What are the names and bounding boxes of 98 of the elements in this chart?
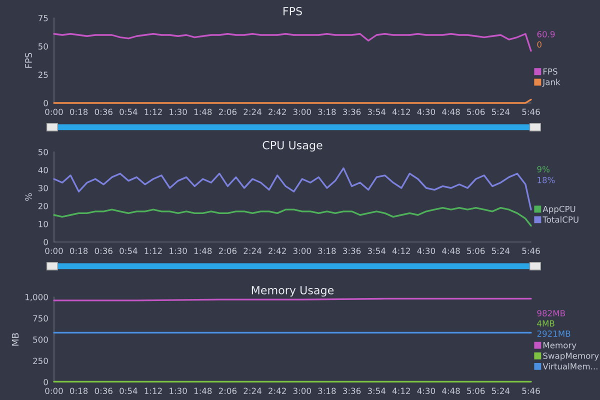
x-tick-label: 3:36 — [343, 248, 361, 254]
line-series — [53, 206, 532, 227]
x-tick-label: 5:06 — [467, 388, 485, 394]
text: 18% — [538, 176, 555, 184]
x-tick-label: 4:12 — [392, 108, 410, 115]
x-tick-label: 4:48 — [442, 248, 460, 254]
x-tick-label: 4:30 — [417, 248, 436, 254]
legend-label: SwapMemory — [543, 352, 599, 361]
y-tick-label: 0 — [44, 100, 48, 106]
x-tick-label: 5:24 — [492, 248, 510, 254]
x-tick-label: 1:30 — [170, 248, 187, 254]
legend-label: AppCPU — [542, 206, 576, 214]
x-tick-label: 5:46 — [522, 248, 540, 254]
x-tick-label: 3:54 — [368, 388, 386, 394]
y-tick-label: 20 — [38, 202, 48, 210]
y-tick-label: 50 — [38, 148, 48, 156]
text: 9% — [537, 166, 550, 172]
y-tick-label: 25 — [38, 72, 48, 78]
x-tick-label: 4:12 — [392, 248, 410, 254]
x-tick-label: 4:48 — [442, 108, 460, 116]
x-tick-label: 2:42 — [268, 248, 286, 254]
x-tick-label: 0:36 — [94, 108, 112, 116]
y-tick-label: 50 — [38, 43, 48, 50]
x-tick-label: 0:54 — [120, 388, 138, 394]
x-tick-label: 0:36 — [94, 388, 112, 394]
y-tick-label: 1,000 — [26, 294, 48, 302]
x-tick-label: 5:46 — [522, 388, 540, 394]
x-tick-label: 3:18 — [318, 248, 336, 254]
x-tick-label: 4:48 — [442, 388, 460, 394]
x-tick-label: 2:06 — [218, 108, 237, 116]
line-series — [53, 33, 532, 52]
text: 4MB — [537, 320, 554, 326]
legend-label: FPS — [543, 68, 558, 75]
x-tick-label: 2:06 — [218, 248, 237, 254]
legend-label: Jank — [542, 78, 560, 87]
x-tick-label: 2:06 — [218, 388, 237, 394]
line-series — [53, 167, 532, 210]
y-tick-label: 0 — [44, 238, 48, 246]
x-tick-label: 4:12 — [392, 388, 410, 394]
x-tick-label: 1:12 — [144, 248, 162, 254]
x-tick-label: 2:42 — [268, 108, 286, 115]
x-tick-label: 4:30 — [417, 388, 436, 394]
x-tick-label: 3:54 — [368, 248, 386, 254]
chart-title: CPU Usage — [262, 140, 322, 152]
y-tick-label: 750 — [33, 315, 48, 322]
legend-label: VirtualMem... — [542, 363, 598, 370]
x-tick-label: 2:24 — [244, 248, 262, 254]
y-tick-label: 0 — [44, 378, 48, 386]
y-tick-label: 40 — [38, 166, 48, 174]
x-tick-label: 0:18 — [70, 388, 88, 394]
text: 0 — [537, 41, 542, 48]
x-tick-label: 1:12 — [144, 108, 162, 115]
legend-label: Memory — [543, 342, 576, 350]
y-tick-label: 10 — [38, 220, 48, 228]
x-tick-label: 2:24 — [244, 108, 262, 115]
x-tick-label: 0:00 — [45, 248, 63, 254]
x-tick-label: 2:24 — [244, 388, 262, 394]
x-tick-label: 3:36 — [343, 108, 361, 116]
y-tick-label: 30 — [38, 184, 48, 192]
text: 982MB — [537, 310, 565, 316]
x-tick-label: 5:06 — [467, 248, 485, 254]
x-tick-label: 0:36 — [94, 248, 112, 254]
y-tick-label: 75 — [38, 15, 48, 22]
x-tick-label: 0:00 — [45, 388, 63, 394]
x-tick-label: 0:54 — [120, 108, 138, 116]
x-tick-label: 3:18 — [318, 108, 336, 116]
text: 2921MB — [537, 330, 570, 337]
x-tick-label: 1:48 — [194, 388, 212, 394]
x-tick-label: 0:18 — [70, 248, 88, 254]
x-tick-label: 1:12 — [144, 388, 162, 394]
x-tick-label: 4:30 — [417, 108, 436, 116]
x-tick-label: 3:00 — [293, 388, 311, 394]
x-tick-label: 0:18 — [70, 108, 88, 116]
x-tick-label: 0:00 — [45, 108, 63, 116]
chart-title: FPS — [284, 6, 302, 16]
legend-label: TotalCPU — [542, 216, 578, 223]
y-axis-title: % — [25, 193, 32, 201]
x-tick-label: 1:30 — [170, 108, 187, 116]
y-tick-label: 500 — [33, 336, 48, 343]
x-tick-label: 5:06 — [467, 108, 485, 116]
x-tick-label: 3:18 — [318, 388, 336, 394]
x-tick-label: 1:48 — [194, 108, 212, 116]
x-tick-label: 3:00 — [293, 248, 311, 254]
x-tick-label: 2:42 — [268, 388, 286, 394]
x-tick-label: 5:24 — [492, 108, 510, 116]
x-tick-label: 1:48 — [194, 248, 212, 254]
text: 60.9 — [537, 31, 555, 38]
y-tick-label: 250 — [33, 358, 48, 364]
x-tick-label: 3:54 — [368, 108, 386, 116]
y-axis-title: FPS — [25, 52, 32, 68]
x-tick-label: 5:24 — [492, 388, 510, 394]
x-tick-label: 5:46 — [522, 108, 540, 116]
x-tick-label: 0:54 — [120, 248, 138, 254]
y-axis-title: MB — [12, 333, 19, 346]
x-tick-label: 3:36 — [343, 388, 361, 394]
x-tick-label: 1:30 — [170, 388, 187, 394]
chart-title: Memory Usage — [252, 286, 334, 297]
x-tick-label: 3:00 — [293, 108, 311, 116]
